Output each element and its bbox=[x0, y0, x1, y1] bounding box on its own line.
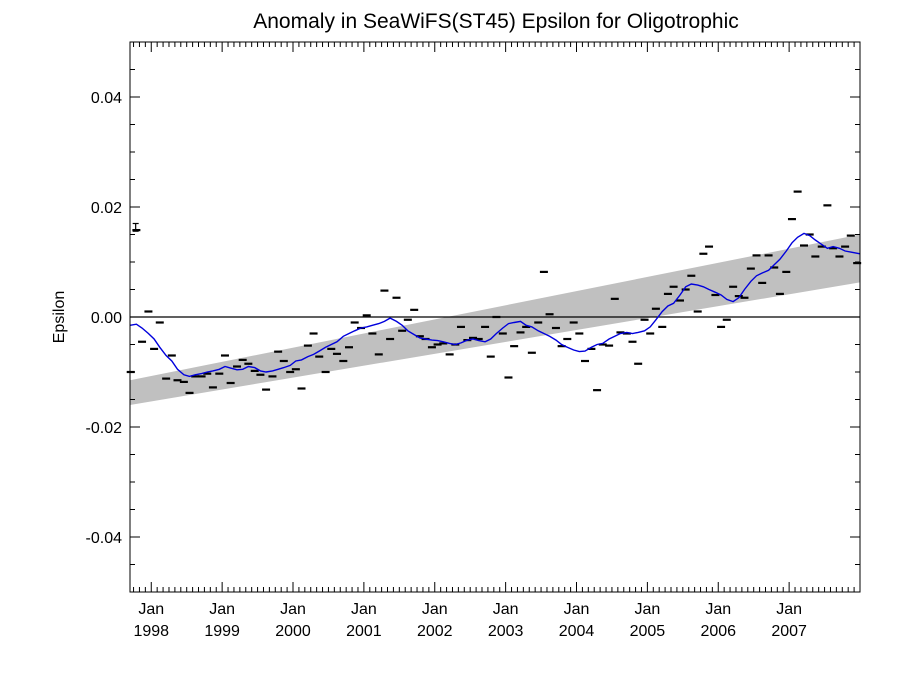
x-tick-label-year: 1998 bbox=[133, 623, 169, 640]
x-tick-label-month: Jan bbox=[493, 601, 519, 618]
x-tick-label-month: Jan bbox=[705, 601, 731, 618]
smoothed-line bbox=[129, 232, 861, 378]
y-tick-label: -0.02 bbox=[86, 420, 123, 437]
y-tick-label: 0.04 bbox=[91, 90, 122, 107]
axes-layer bbox=[129, 41, 861, 593]
x-tick-label-month: Jan bbox=[634, 601, 660, 618]
x-tick-label-year: 1999 bbox=[204, 623, 240, 640]
y-tick-label: 0.02 bbox=[91, 200, 122, 217]
x-tick-label-year: 2002 bbox=[417, 623, 453, 640]
x-tick-label-year: 2003 bbox=[488, 623, 524, 640]
x-tick-label-year: 2004 bbox=[559, 623, 595, 640]
x-tick-label-month: Jan bbox=[209, 601, 235, 618]
x-tick-label-month: Jan bbox=[776, 601, 802, 618]
x-tick-label-year: 2000 bbox=[275, 623, 311, 640]
x-tick-label-year: 2006 bbox=[700, 623, 736, 640]
x-tick-labels: Jan 1998 Jan 1999 Jan 2000 Jan 2001 Jan 2002 Jan 20… bbox=[133, 601, 807, 640]
x-tick-label-month: Jan bbox=[564, 601, 590, 618]
y-tick-label: -0.04 bbox=[86, 530, 123, 547]
x-tick-label-year: 2007 bbox=[771, 623, 807, 640]
x-tick-label-month: Jan bbox=[351, 601, 377, 618]
y-tick-labels: -0.04 -0.02 0.00 0.02 0.04 bbox=[86, 90, 123, 547]
y-tick-label: 0.00 bbox=[91, 310, 122, 327]
y-axis-label: Epsilon bbox=[51, 291, 68, 343]
scatter-points-layer bbox=[126, 190, 862, 394]
x-tick-label-month: Jan bbox=[138, 601, 164, 618]
trend-band-layer bbox=[130, 234, 860, 405]
trend-band bbox=[130, 234, 860, 405]
x-tick-label-year: 2001 bbox=[346, 623, 382, 640]
x-tick-label-month: Jan bbox=[280, 601, 306, 618]
chart-title: Anomaly in SeaWiFS(ST45) Epsilon for Oli… bbox=[253, 10, 739, 33]
smoothed-line-layer bbox=[129, 232, 861, 378]
x-tick-label-year: 2005 bbox=[630, 623, 666, 640]
x-tick-label-month: Jan bbox=[422, 601, 448, 618]
